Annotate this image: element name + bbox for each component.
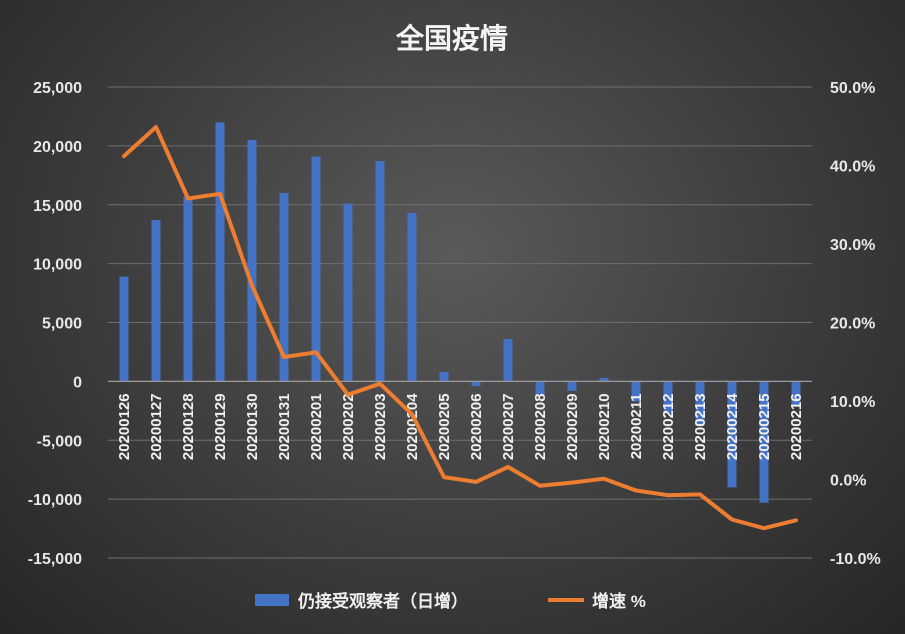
- line-point: [346, 393, 350, 397]
- bar: [503, 338, 513, 382]
- x-tick-label: 20200203: [372, 393, 389, 460]
- x-tick-label: 20200214: [724, 393, 741, 460]
- line-point: [282, 355, 286, 359]
- legend-swatch-bar: [255, 594, 289, 606]
- line-point: [218, 192, 222, 196]
- line-point: [410, 412, 414, 416]
- left-tick-label: 10,000: [33, 257, 82, 274]
- bar-series: [119, 122, 801, 503]
- right-tick-label: 10.0%: [830, 394, 875, 411]
- line-point: [794, 518, 798, 522]
- x-tick-label: 20200209: [564, 393, 581, 460]
- legend-label-bar: 仍接受观察者（日增）: [297, 591, 468, 611]
- bar: [439, 371, 449, 382]
- bar: [471, 381, 481, 387]
- left-tick-label: -15,000: [28, 551, 82, 568]
- line-point: [122, 154, 126, 158]
- left-tick-label: 20,000: [33, 139, 82, 156]
- left-tick-label: 25,000: [33, 80, 82, 97]
- x-tick-label: 20200213: [692, 393, 709, 460]
- legend-label-line: 增速 %: [592, 591, 646, 611]
- bar: [311, 156, 321, 382]
- right-tick-label: 0.0%: [830, 473, 866, 490]
- bar: [663, 381, 673, 414]
- x-tick-label: 20200129: [212, 393, 229, 460]
- bar: [247, 139, 257, 382]
- bar: [535, 381, 545, 396]
- line-point: [666, 493, 670, 497]
- x-tick-label: 20200211: [628, 393, 645, 459]
- left-axis: 25,000 20,000 15,000 10,000 5,000 0 -5,000 -10,…: [28, 80, 82, 568]
- x-axis: 20200126 20200127 20200128 20200129 20200130…: [116, 393, 805, 460]
- x-tick-label: 20200130: [244, 393, 261, 460]
- left-tick-label: -5,000: [37, 433, 82, 450]
- x-tick-label: 20200206: [468, 393, 485, 460]
- x-tick-label: 20200205: [436, 393, 453, 460]
- x-tick-label: 20200131: [276, 393, 293, 460]
- line-path: [122, 125, 798, 531]
- bar: [791, 381, 801, 407]
- x-tick-label: 20200215: [756, 393, 773, 460]
- line-point: [314, 350, 318, 354]
- x-tick-label: 20200212: [660, 393, 677, 460]
- left-tick-label: -10,000: [28, 492, 82, 509]
- line-point: [538, 484, 542, 488]
- x-tick-label: 20200126: [116, 393, 133, 460]
- line-point: [698, 492, 702, 496]
- line-series: [122, 125, 798, 531]
- gridlines: [108, 86, 812, 559]
- bar: [727, 381, 737, 488]
- bar: [215, 122, 225, 382]
- bar: [119, 276, 129, 382]
- right-tick-label: 30.0%: [830, 237, 875, 254]
- line-point: [602, 477, 606, 481]
- left-tick-label: 0: [73, 374, 82, 391]
- bar: [599, 377, 609, 382]
- line-point: [634, 488, 638, 492]
- line-point: [250, 284, 254, 288]
- bar: [279, 192, 289, 382]
- bar: [183, 196, 193, 382]
- line-point: [154, 125, 158, 129]
- x-tick-label: 20200128: [180, 393, 197, 460]
- right-tick-label: -10.0%: [830, 551, 881, 568]
- x-tick-label: 20200207: [500, 393, 517, 460]
- x-tick-label: 20200216: [788, 393, 805, 460]
- line-point: [474, 480, 478, 484]
- right-axis: 50.0% 40.0% 30.0% 20.0% 10.0% 0.0% -10.0%: [830, 80, 881, 568]
- bar: [407, 212, 417, 382]
- left-tick-label: 15,000: [33, 198, 82, 215]
- bar: [151, 220, 161, 382]
- bar: [375, 161, 385, 382]
- right-tick-label: 20.0%: [830, 316, 875, 333]
- legend: 仍接受观察者（日增） 增速 %: [255, 591, 646, 611]
- line-point: [506, 465, 510, 469]
- bar: [631, 381, 641, 402]
- line-point: [186, 196, 190, 200]
- right-tick-label: 40.0%: [830, 159, 875, 176]
- x-tick-label: 20200202: [340, 393, 357, 460]
- x-tick-label: 20200201: [308, 393, 325, 460]
- line-point: [570, 481, 574, 485]
- line-point: [378, 382, 382, 386]
- left-tick-label: 5,000: [42, 316, 82, 333]
- bar: [343, 203, 353, 382]
- right-tick-label: 50.0%: [830, 80, 875, 97]
- bar: [567, 381, 577, 391]
- line-point: [730, 518, 734, 522]
- line-point: [442, 475, 446, 479]
- bar: [695, 381, 705, 427]
- chart-title: 全国疫情: [395, 22, 508, 54]
- bar: [759, 381, 769, 503]
- line-point: [762, 526, 766, 530]
- x-tick-label: 20200210: [596, 393, 613, 460]
- x-tick-label: 20200127: [148, 393, 165, 460]
- x-tick-label: 20200208: [532, 393, 549, 460]
